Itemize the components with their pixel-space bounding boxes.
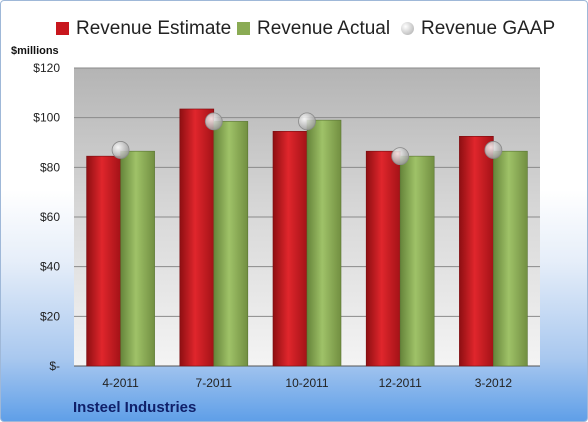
bar-estimate [179,108,215,367]
y-axis-ticks: $- $20 $40 $60 $80 $100 $120 [33,61,60,373]
bars [86,108,528,367]
bar-estimate [272,131,308,367]
legend-swatch-estimate [56,22,69,35]
legend-label-estimate: Revenue Estimate [76,18,232,39]
y-axis-unit-label: $millions [11,45,59,57]
legend-label-actual: Revenue Actual [257,18,391,39]
company-name: Insteel Industries [73,399,197,416]
y-tick-label: $80 [40,160,60,174]
x-tick-label: 12-2011 [379,376,422,390]
bar-actual [120,150,155,367]
bar-actual [399,155,435,367]
legend-swatch-gaap [401,22,414,35]
gaap-marker [298,112,316,131]
y-tick-label: $20 [40,309,60,323]
y-tick-label: $100 [33,111,60,125]
y-tick-label: $40 [40,260,60,274]
bar-estimate [459,135,494,367]
x-tick-label: 7-2011 [196,376,233,390]
x-tick-label: 3-2012 [475,376,513,390]
gaap-markers [111,112,503,166]
bar-actual [306,119,342,367]
bar-actual [213,121,249,367]
y-tick-label: $120 [33,61,60,75]
gaap-marker [484,141,503,159]
gaap-marker [111,141,130,159]
legend: Revenue Estimate Revenue Actual Revenue … [1,17,587,43]
bar-estimate [86,155,121,367]
x-tick-label: 4-2011 [102,376,139,390]
y-tick-label: $- [49,359,60,373]
bar-actual [493,150,528,367]
bar-estimate [365,150,401,367]
x-tick-label: 10-2011 [285,376,328,390]
legend-label-gaap: Revenue GAAP [421,18,556,39]
gaap-marker [391,147,410,166]
x-axis-ticks: 4-2011 7-2011 10-2011 12-2011 3-2012 [102,376,512,390]
gaap-marker [204,112,223,131]
legend-swatch-actual [237,22,250,35]
y-tick-label: $60 [40,210,60,224]
